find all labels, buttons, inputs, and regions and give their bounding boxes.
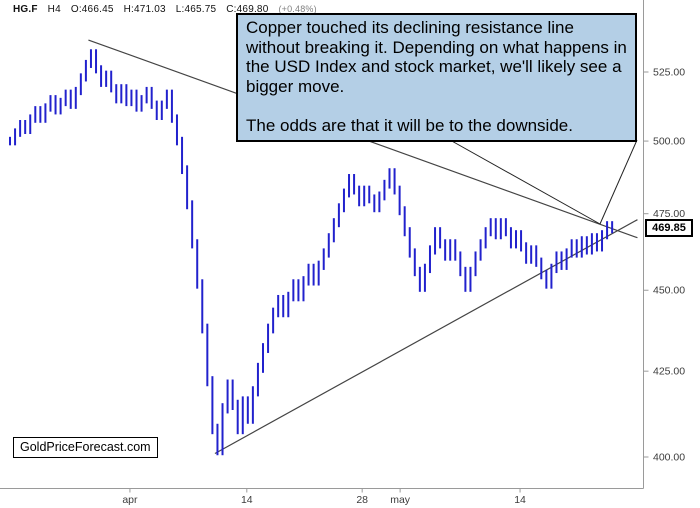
annotation-paragraph-2: The odds are that it will be to the down… [246, 115, 573, 135]
svg-text:may: may [390, 494, 411, 506]
low-value: L:465.75 [175, 4, 217, 15]
svg-text:525.00: 525.00 [653, 67, 685, 79]
svg-text:14: 14 [514, 494, 526, 506]
axes [0, 0, 649, 493]
time-axis-labels: apr 14 28 may 14 [122, 494, 526, 506]
change-percent: (+0.48%) [278, 4, 317, 14]
svg-text:475.00: 475.00 [653, 208, 685, 220]
svg-text:500.00: 500.00 [653, 136, 685, 148]
last-price-label: 469.85 [645, 219, 693, 237]
svg-text:apr: apr [122, 494, 138, 506]
candlestick-series [9, 49, 614, 456]
svg-text:28: 28 [356, 494, 368, 506]
close-value: C:469.80 [226, 4, 269, 15]
symbol-label: HG.F [13, 4, 38, 15]
svg-text:450.00: 450.00 [653, 285, 685, 297]
ohlc-header: HG.F H4 O:466.45 H:471.03 L:465.75 C:469… [13, 4, 317, 15]
high-value: H:471.03 [123, 4, 166, 15]
annotation-box: Copper touched its declining resistance … [236, 13, 637, 142]
annotation-pointer-lines [449, 139, 638, 225]
open-value: O:466.45 [70, 4, 114, 15]
svg-text:425.00: 425.00 [653, 366, 685, 378]
annotation-paragraph-1: Copper touched its declining resistance … [246, 18, 627, 96]
timeframe-label: H4 [47, 4, 61, 15]
price-axis-labels: 525.00 500.00 475.00 450.00 425.00 400.00 [653, 67, 685, 464]
watermark-label: GoldPriceForecast.com [13, 437, 158, 458]
svg-text:14: 14 [241, 494, 253, 506]
svg-text:400.00: 400.00 [653, 452, 685, 464]
